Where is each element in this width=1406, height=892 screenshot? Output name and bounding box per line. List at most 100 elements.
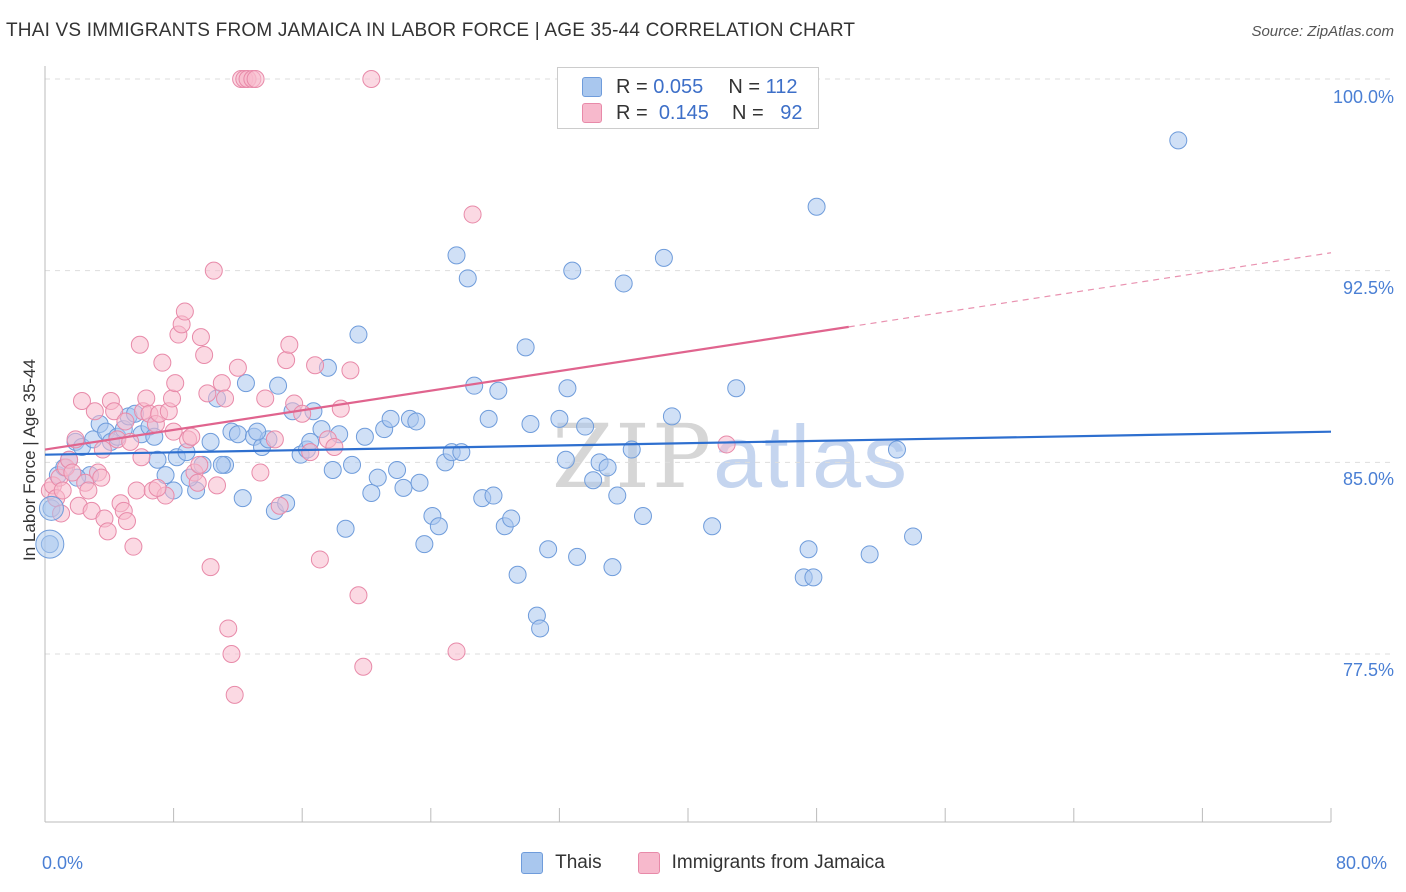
jamaica-point xyxy=(98,522,117,541)
thai-point xyxy=(201,432,220,451)
thai-point xyxy=(563,261,582,280)
thai-point xyxy=(531,619,550,638)
thai-point xyxy=(381,409,400,428)
jamaica-point xyxy=(293,404,312,423)
jamaica-point xyxy=(270,496,289,515)
thai-point xyxy=(407,412,426,431)
jamaica-point xyxy=(153,353,172,372)
thai-point xyxy=(415,535,434,554)
jamaica-trend-extension xyxy=(848,252,1332,328)
jamaica-point xyxy=(63,463,82,482)
thai-point xyxy=(394,478,413,497)
thai-point xyxy=(550,409,569,428)
thai-point xyxy=(614,274,633,293)
jamaica-point xyxy=(93,440,112,459)
thai-point xyxy=(608,486,627,505)
jamaica-point xyxy=(132,448,151,467)
jamaica-point xyxy=(72,392,91,410)
thai-swatch xyxy=(582,77,602,97)
y-tick-label-92-5: 92.5% xyxy=(1342,278,1394,298)
thai-point xyxy=(584,471,603,490)
x-tick-label-min: 0.0% xyxy=(42,853,84,873)
jamaica-point xyxy=(349,586,368,605)
jamaica-swatch xyxy=(582,103,602,123)
thai-point xyxy=(269,376,288,395)
jamaica-point xyxy=(198,384,217,403)
jamaica-point xyxy=(201,558,220,577)
jamaica-point xyxy=(79,481,98,500)
thai-point xyxy=(603,558,622,577)
legend-row-jamaica: R = 0.145 N = 92 xyxy=(582,100,803,126)
jamaica-point xyxy=(341,361,360,380)
jamaica-point xyxy=(225,685,244,704)
thai-point-large xyxy=(38,495,64,521)
thai-point xyxy=(355,427,374,446)
jamaica-point xyxy=(447,642,466,661)
thai-point xyxy=(429,517,448,536)
jamaica-point xyxy=(256,389,275,408)
jamaica-point xyxy=(130,335,149,354)
thai-point xyxy=(807,197,826,216)
r-label: R = xyxy=(616,75,648,98)
n-label: N = xyxy=(731,101,764,124)
jamaica-point xyxy=(362,70,381,88)
thai-point xyxy=(799,540,818,559)
thai-point-large xyxy=(35,529,65,559)
thai-point xyxy=(349,325,368,344)
n-value: 112 xyxy=(765,75,798,98)
thai-point xyxy=(447,246,466,265)
thai-point xyxy=(558,379,577,398)
jamaica-point xyxy=(301,443,320,462)
y-axis-label: In Labor Force | Age 35-44 xyxy=(20,359,39,561)
thai-point xyxy=(388,461,407,479)
jamaica-trend-line xyxy=(44,325,849,451)
thai-point xyxy=(521,415,540,433)
thai-point xyxy=(727,379,746,398)
jamaica-point xyxy=(191,328,210,347)
thai-point xyxy=(576,417,595,436)
thai-point xyxy=(556,450,575,469)
thai-point xyxy=(568,547,587,566)
thai-point xyxy=(156,466,175,485)
thai-point xyxy=(323,461,342,479)
y-tick-label-77-5: 77.5% xyxy=(1342,660,1394,680)
r-value: 0.145 xyxy=(658,101,709,124)
legend-label-thais: Thais xyxy=(555,852,602,873)
jamaica-point xyxy=(117,512,136,531)
thai-point xyxy=(410,473,429,492)
n-label: N = xyxy=(728,75,761,98)
jamaica-point xyxy=(124,537,143,556)
legend-item-thais[interactable]: Thais xyxy=(521,852,602,874)
thai-point xyxy=(502,509,521,528)
y-tick-label-100: 100.0% xyxy=(1332,87,1394,107)
jamaica-point xyxy=(188,473,207,492)
thai-point xyxy=(484,486,503,505)
jamaica-point xyxy=(219,619,238,638)
legend-row-thai: R = 0.055 N = 112 xyxy=(582,74,798,100)
thai-point xyxy=(904,527,923,546)
thai-point xyxy=(489,381,508,400)
thai-point xyxy=(336,519,355,538)
thais-swatch xyxy=(521,852,544,874)
jamaica-point xyxy=(265,430,284,449)
thai-point xyxy=(662,407,681,426)
jamaica-point xyxy=(246,70,265,88)
thai-point xyxy=(539,540,558,559)
jamaica-point xyxy=(190,455,209,474)
jamaica-point xyxy=(222,645,241,663)
jamaica-point xyxy=(310,550,329,569)
jamaica-point xyxy=(137,389,156,408)
thai-point xyxy=(598,458,617,477)
thai-point xyxy=(233,489,252,508)
legend-item-jamaica[interactable]: Immigrants from Jamaica xyxy=(637,852,885,874)
r-label: R = xyxy=(616,101,648,124)
jamaica-point xyxy=(325,438,344,456)
thai-trend-line xyxy=(44,430,1332,456)
r-value: 0.055 xyxy=(653,75,704,98)
thai-point xyxy=(343,455,362,474)
jamaica-point xyxy=(127,481,146,500)
jamaica-point xyxy=(204,261,223,280)
jamaica-point xyxy=(175,302,194,321)
n-value: 92 xyxy=(780,101,803,124)
thai-point xyxy=(228,425,247,444)
